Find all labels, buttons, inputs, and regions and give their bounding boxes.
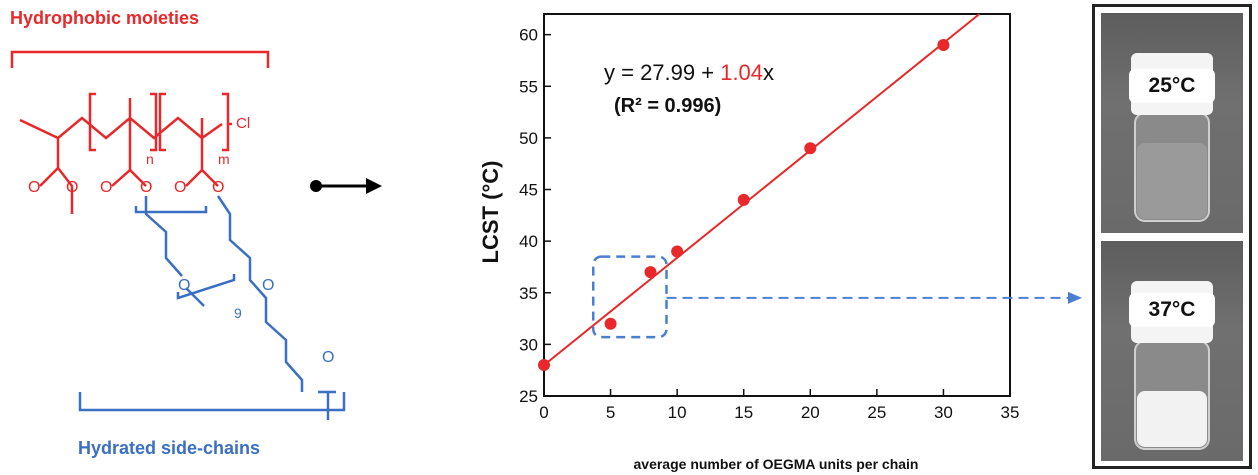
subscript-m: m [218,151,230,167]
atom-o: O [322,349,334,366]
data-point [538,359,550,372]
hydrated-side-chains-label: Hydrated side-chains [78,438,261,458]
polymer-structure: O O O O O O n m Cl O O O 9 [10,50,382,420]
atom-o: O [28,179,40,196]
y-tick-label: 25 [519,387,538,406]
atom-o: O [140,179,152,196]
vial-photos-frame: 25°C 37°C [1092,4,1252,469]
data-point [604,317,617,330]
x-tick-label: 15 [734,403,753,422]
vial-clear-image [1131,53,1213,222]
vial-photo-37c: 37°C [1101,241,1243,461]
x-tick-label: 0 [539,403,548,422]
subscript-9: 9 [234,305,242,321]
equation-slope: 1.04 [720,60,763,85]
arrow-right-icon [310,178,382,194]
x-tick-label: 5 [606,403,615,422]
atom-o: O [178,277,190,294]
end-group-cl: Cl [236,115,250,132]
data-point [671,245,684,258]
data-point [804,142,817,155]
plot-frame [543,13,1011,397]
y-tick-label: 45 [519,181,538,200]
arrow-head-icon [1068,291,1082,304]
vial-photo-25c: 25°C [1101,13,1243,233]
atom-o: O [174,179,186,196]
data-point [644,266,657,279]
subscript-n: n [146,151,154,167]
data-point [937,38,950,51]
x-tick-label: 25 [867,403,886,422]
equation-text: y = 27.99 + 1.04x [604,60,774,85]
temp-label-37c: 37°C [1129,293,1215,327]
equation-suffix: x [763,60,774,85]
temp-label-25c: 25°C [1129,69,1215,103]
y-tick-label: 55 [519,77,538,96]
vial-turbid-image [1131,281,1213,450]
x-tick-label: 30 [934,403,953,422]
atom-o: O [212,179,224,196]
x-tick-label: 20 [801,403,820,422]
fit-line [543,13,981,366]
x-axis-label: average number of OEGMA units per chain [634,456,919,472]
x-tick-label: 35 [1001,403,1020,422]
y-tick-label: 35 [519,284,538,303]
atom-o: O [262,277,274,294]
y-axis-label: LCST (°C) [478,161,503,264]
equation-prefix: y = 27.99 + [604,60,720,85]
data-point [737,193,750,206]
y-tick-label: 30 [519,335,538,354]
y-tick-label: 60 [519,26,538,45]
x-tick-label: 10 [668,403,687,422]
lcst-chart: 0 5 10 15 20 25 30 35 25 30 35 40 45 50 55 60 LCST (°C)… [478,13,1082,472]
highlight-box [592,255,668,339]
y-tick-label: 40 [519,232,538,251]
atom-o: O [66,179,78,196]
hydrophobic-moieties-label: Hydrophobic moieties [10,8,200,28]
r-squared-text: (R² = 0.996) [614,95,721,117]
y-tick-label: 50 [519,129,538,148]
atom-o: O [100,179,112,196]
